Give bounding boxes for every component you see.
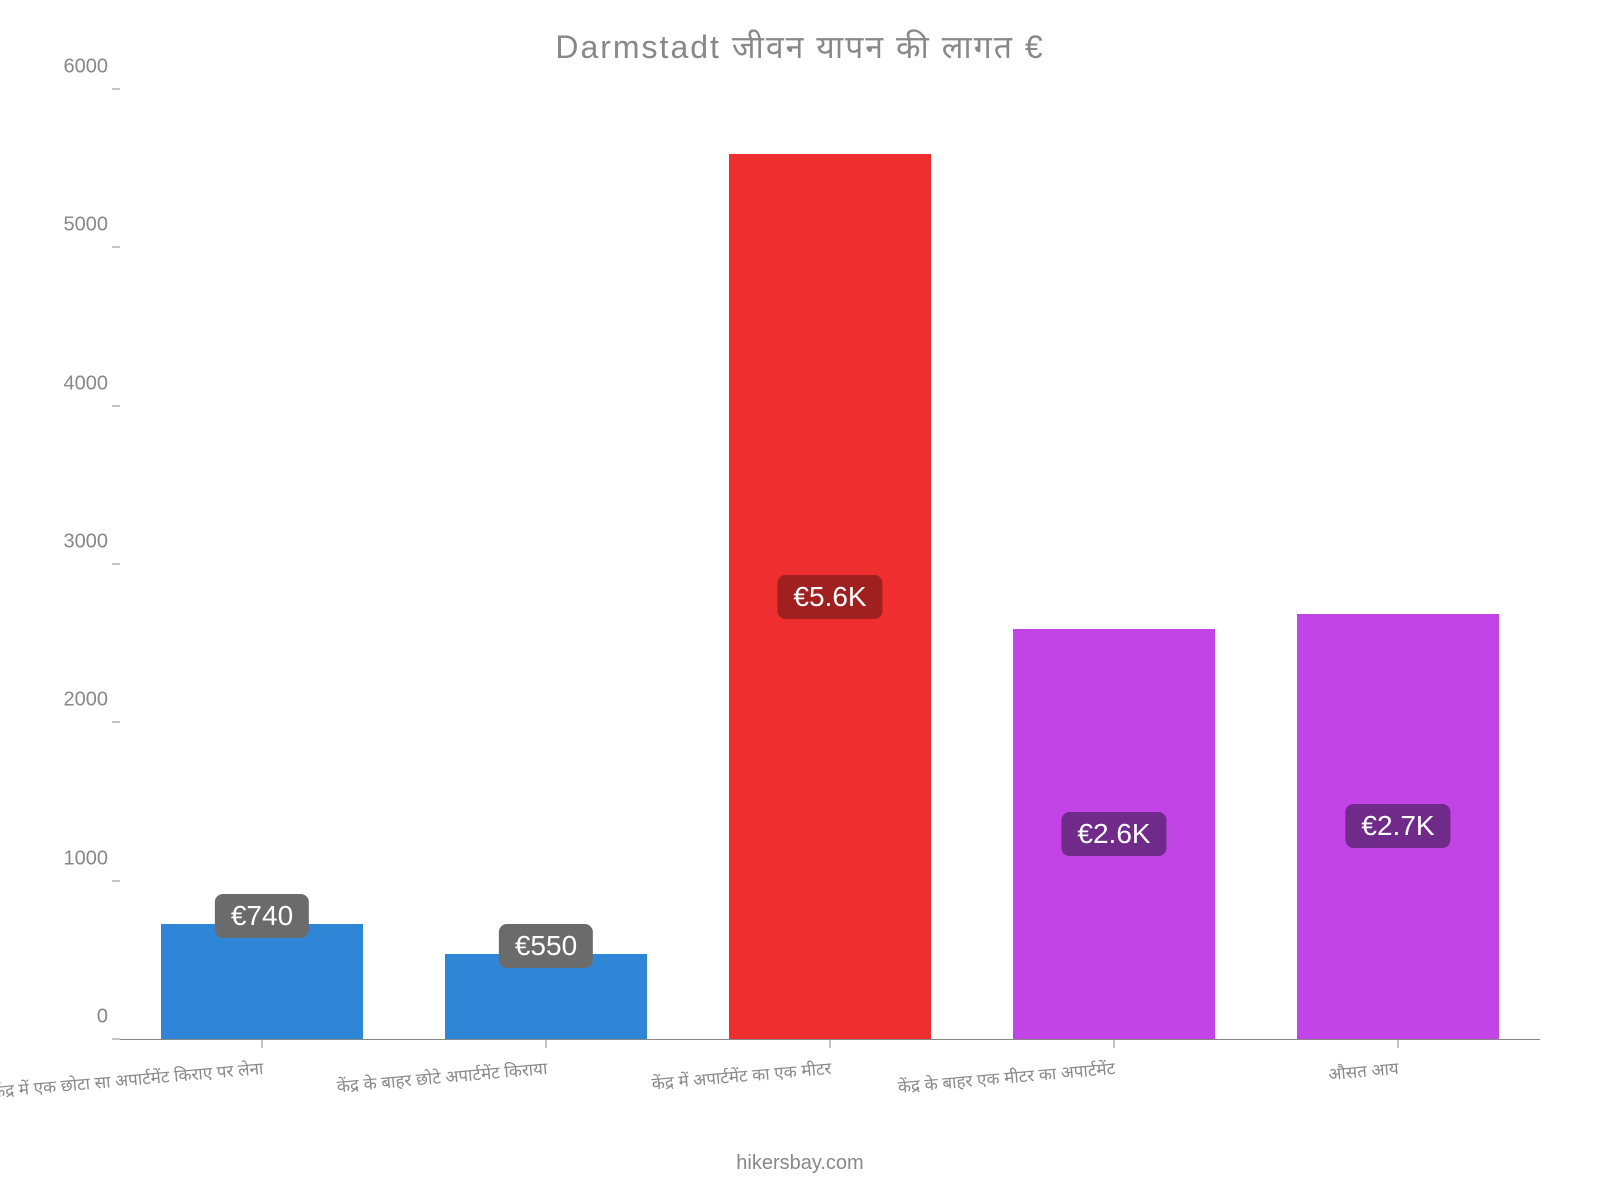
- y-tick-mark: [112, 880, 120, 881]
- bar-value-label: €550: [499, 924, 593, 968]
- y-tick-mark: [112, 1039, 120, 1040]
- y-tick-mark: [112, 722, 120, 723]
- bar: €2.6K: [1012, 628, 1216, 1040]
- y-gridline: [120, 89, 1540, 90]
- bar: €2.7K: [1296, 613, 1500, 1041]
- bar-value-label: €740: [215, 894, 309, 938]
- x-axis-category-label: औसत आय: [1328, 1056, 1400, 1085]
- plot-area: €740€550€5.6K€2.6K€2.7K 0100020003000400…: [120, 90, 1540, 1040]
- x-tick-mark: [546, 1040, 547, 1048]
- y-tick-label: 3000: [64, 531, 109, 554]
- chart-container: Darmstadt जीवन यापन की लागत € €740€550€5…: [0, 0, 1600, 1200]
- y-tick-mark: [112, 405, 120, 406]
- bar-slot: €2.7K: [1256, 90, 1540, 1040]
- bar-value-label: €2.6K: [1061, 812, 1166, 856]
- bar: €740: [160, 923, 364, 1040]
- x-label-slot: औसत आय: [1256, 1050, 1540, 1140]
- x-tick-mark: [1398, 1040, 1399, 1048]
- y-tick-label: 0: [97, 1006, 108, 1029]
- bars-container: €740 €550 €5.6K €2.6K €2.7K: [120, 90, 1540, 1040]
- x-axis-category-label: केंद्र में एक छोटा सा अपार्टमेंट किराए प…: [0, 1056, 264, 1103]
- chart-title: Darmstadt जीवन यापन की लागत €: [0, 25, 1600, 68]
- bar-value-label: €5.6K: [777, 575, 882, 619]
- bar-value-label: €2.7K: [1345, 804, 1450, 848]
- y-gridline: [120, 247, 1540, 248]
- bar-slot: €740: [120, 90, 404, 1040]
- y-gridline: [120, 564, 1540, 565]
- bar: €5.6K: [728, 153, 932, 1040]
- x-tick-mark: [830, 1040, 831, 1048]
- y-tick-mark: [112, 564, 120, 565]
- y-tick-mark: [112, 89, 120, 90]
- y-tick-label: 1000: [64, 847, 109, 870]
- x-axis-labels: केंद्र में एक छोटा सा अपार्टमेंट किराए प…: [120, 1050, 1540, 1140]
- x-label-slot: केंद्र के बाहर एक मीटर का अपार्टमेंट: [972, 1050, 1256, 1140]
- y-tick-label: 6000: [64, 56, 109, 79]
- y-gridline: [120, 722, 1540, 723]
- y-gridline: [120, 881, 1540, 882]
- y-gridline: [120, 1039, 1540, 1040]
- x-tick-mark: [262, 1040, 263, 1048]
- x-tick-mark: [1114, 1040, 1115, 1048]
- bar-slot: €550: [404, 90, 688, 1040]
- y-tick-label: 4000: [64, 372, 109, 395]
- y-gridline: [120, 406, 1540, 407]
- y-tick-mark: [112, 247, 120, 248]
- bar: €550: [444, 953, 648, 1040]
- y-tick-label: 5000: [64, 214, 109, 237]
- bar-slot: €5.6K: [688, 90, 972, 1040]
- chart-footer: hikersbay.com: [0, 1152, 1600, 1175]
- x-label-slot: केंद्र के बाहर छोटे अपार्टमेंट किराया: [404, 1050, 688, 1140]
- y-tick-label: 2000: [64, 689, 109, 712]
- bar-slot: €2.6K: [972, 90, 1256, 1040]
